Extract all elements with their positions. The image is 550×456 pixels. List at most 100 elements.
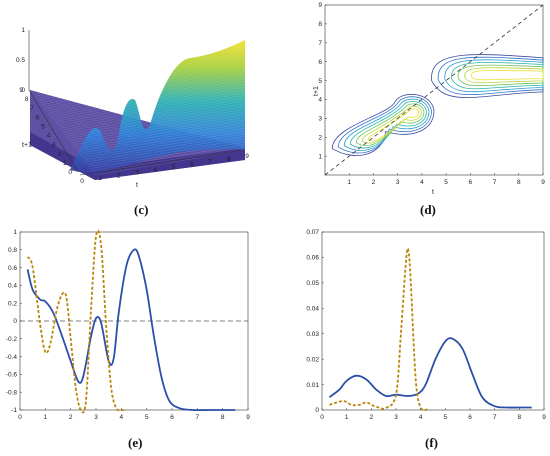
- e-x-ticks: 0 1 2 3 4 5 6 7 8 9: [18, 408, 250, 421]
- f-y-tick-label: 0.04: [306, 305, 319, 312]
- mesh-line: [59, 89, 246, 129]
- c-x-tick-label: 6: [190, 161, 194, 168]
- mesh-line: [94, 149, 246, 176]
- panel-d-label: (d): [420, 202, 436, 217]
- e-y-tick-label: 1: [13, 229, 17, 236]
- c-x-tick-label: 7: [209, 159, 213, 166]
- panel-f-line: 0 1 2 3 4 5 6 7 8 9 0 0.01 0.02 0.03 0.04 0.05 0.06 0.07…: [306, 229, 546, 450]
- mesh-line: [52, 78, 246, 120]
- c-x-tick-label: 2: [117, 172, 121, 179]
- d-x-tick-label: 3: [396, 179, 400, 186]
- mesh-line: [44, 64, 246, 110]
- e-y-tick-label: 0.6: [8, 265, 17, 272]
- c-y-tick-label: 0: [68, 169, 72, 176]
- d-contour-ring: [444, 59, 544, 93]
- d-y-tick-label: 5: [318, 78, 322, 85]
- d-y-tick-label: 3: [318, 116, 322, 123]
- c-x-tick-label: 0: [80, 178, 84, 185]
- mesh-line: [90, 141, 246, 169]
- c-x-tick-label: 4: [154, 167, 158, 174]
- d-plot-area: [324, 4, 544, 176]
- mesh-line: [46, 67, 246, 112]
- f-x-tick-label: 8: [518, 414, 522, 421]
- e-x-tick-label: 0: [18, 414, 22, 421]
- panel-d-contour: 1 2 3 4 5 6 7 8 9 1 2 3 4 5 6 7 8 9 t t+1 (d): [313, 2, 545, 217]
- c-y-tick-label: 8: [25, 96, 29, 103]
- e-x-tick-label: 2: [69, 414, 73, 421]
- mesh-line: [41, 59, 246, 105]
- d-contour-ring: [470, 70, 544, 81]
- t-axis: [79, 149, 246, 176]
- c-y-tick-label: 2: [57, 151, 61, 158]
- e-y-ticks: -1 -0.8 -0.6 -0.4 -0.2 0 0.2 0.4 0.6 0.8 1: [6, 229, 22, 414]
- f-y-tick-label: 0.05: [306, 280, 319, 287]
- mesh-line: [72, 111, 246, 146]
- mesh-line: [80, 125, 246, 156]
- e-series-dashed: [26, 229, 127, 414]
- mesh-line: [38, 53, 246, 101]
- mesh-line: [29, 39, 246, 91]
- c-xlabel: t: [136, 182, 138, 189]
- mesh-line: [83, 130, 246, 161]
- e-x-tick-label: 3: [94, 414, 98, 421]
- f-series-dashed: [329, 247, 429, 412]
- e-y-tick-label: -0.6: [6, 372, 18, 379]
- d-ylabel: t+1: [313, 86, 320, 96]
- c-z-tick-label: 1: [21, 27, 25, 34]
- d-y-tick-label: 9: [318, 2, 322, 9]
- mesh-line: [51, 75, 246, 118]
- mesh-line: [85, 133, 246, 163]
- mesh-line: [33, 45, 246, 95]
- mesh-line: [55, 83, 246, 125]
- e-y-tick-label: 0.4: [8, 283, 17, 290]
- d-contour-ring: [343, 98, 430, 151]
- d-x-tick-label: 9: [541, 179, 545, 186]
- f-y-tick-label: 0.07: [306, 229, 319, 236]
- c-y-tick-label: 9: [19, 87, 23, 94]
- d-x-tick-label: 5: [444, 179, 448, 186]
- mesh-line: [65, 100, 246, 137]
- f-x-tick-label: 6: [468, 414, 472, 421]
- d-x-tick-label: 8: [517, 179, 521, 186]
- d-x-tick-label: 7: [493, 179, 497, 186]
- c-x-ticks: 0 1 2 3 4 5 6 7 8 9: [80, 153, 249, 185]
- d-y-tick-label: 7: [318, 40, 322, 47]
- f-x-ticks: 0 1 2 3 4 5 6 7 8 9: [320, 408, 546, 421]
- mesh-line: [91, 144, 246, 171]
- f-y-tick-label: 0.06: [306, 255, 319, 262]
- d-x-tick-label: 1: [347, 179, 351, 186]
- d-x-tick-label: 6: [469, 179, 473, 186]
- mesh-line: [68, 105, 246, 142]
- d-contour-ring: [361, 105, 422, 144]
- f-x-tick-label: 9: [542, 414, 546, 421]
- mesh-line: [54, 81, 246, 122]
- f-y-tick-label: 0: [315, 407, 319, 414]
- e-x-tick-label: 6: [170, 414, 174, 421]
- d-y-tick-label: 2: [318, 134, 322, 141]
- c-z-tick-label: 0.5: [16, 57, 25, 64]
- surface-ridge: [70, 40, 245, 175]
- mesh-line: [49, 72, 246, 116]
- c-y-tick-label: 1: [63, 160, 67, 167]
- c-y-tick-label: 6: [36, 114, 40, 121]
- panel-c-label: (c): [134, 202, 148, 217]
- mesh-line: [47, 70, 246, 114]
- e-x-tick-label: 1: [44, 414, 48, 421]
- mesh-line: [39, 56, 246, 103]
- mesh-line: [81, 127, 246, 159]
- e-x-tick-label: 8: [221, 414, 225, 421]
- f-y-tick-label: 0.02: [306, 356, 319, 363]
- d-contour-ring: [367, 108, 420, 142]
- d-x-ticks: 1 2 3 4 5 6 7 8 9: [347, 173, 545, 186]
- d-contour-ring: [337, 96, 432, 154]
- mesh-line: [93, 147, 246, 173]
- d-y-tick-label: 8: [318, 21, 322, 28]
- e-y-tick-label: 0: [13, 318, 17, 325]
- mesh-line: [36, 50, 246, 99]
- d-y-tick-label: 4: [318, 97, 322, 104]
- c-x-tick-label: 9: [245, 153, 249, 160]
- mesh-line: [75, 116, 246, 150]
- c-x-tick-label: 3: [135, 170, 139, 177]
